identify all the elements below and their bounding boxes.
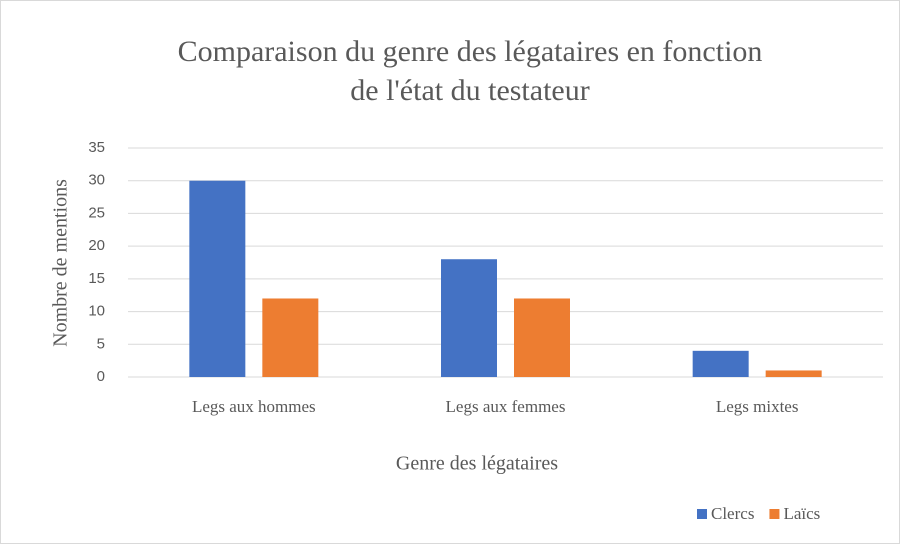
- y-tick-label: 30: [88, 172, 105, 189]
- bar: [262, 298, 319, 377]
- legend-label: Laïcs: [783, 504, 820, 523]
- y-tick-label: 20: [88, 237, 105, 254]
- bar: [514, 298, 570, 377]
- y-axis-label: Nombre de mentions: [50, 179, 72, 347]
- bar: [189, 180, 246, 377]
- bar: [441, 259, 497, 377]
- legend-swatch: [697, 509, 707, 519]
- x-tick-label: Legs aux femmes: [446, 397, 566, 416]
- y-tick-label: 25: [88, 204, 105, 221]
- legend-label: Clercs: [711, 504, 754, 523]
- y-tick-label: 35: [88, 139, 105, 156]
- y-tick-label: 10: [88, 303, 105, 320]
- chart-title: Comparaison du genre des légataires en f…: [177, 35, 763, 107]
- x-tick-label: Legs aux hommes: [192, 397, 316, 416]
- y-tick-label: 15: [88, 270, 105, 287]
- x-axis-label: Genre des légataires: [396, 453, 558, 475]
- bar: [692, 350, 749, 377]
- y-tick-label: 0: [97, 368, 105, 385]
- legend-swatch: [769, 509, 780, 519]
- y-tick-label: 5: [97, 335, 105, 352]
- x-tick-label: Legs mixtes: [716, 397, 799, 416]
- bar: [765, 370, 822, 377]
